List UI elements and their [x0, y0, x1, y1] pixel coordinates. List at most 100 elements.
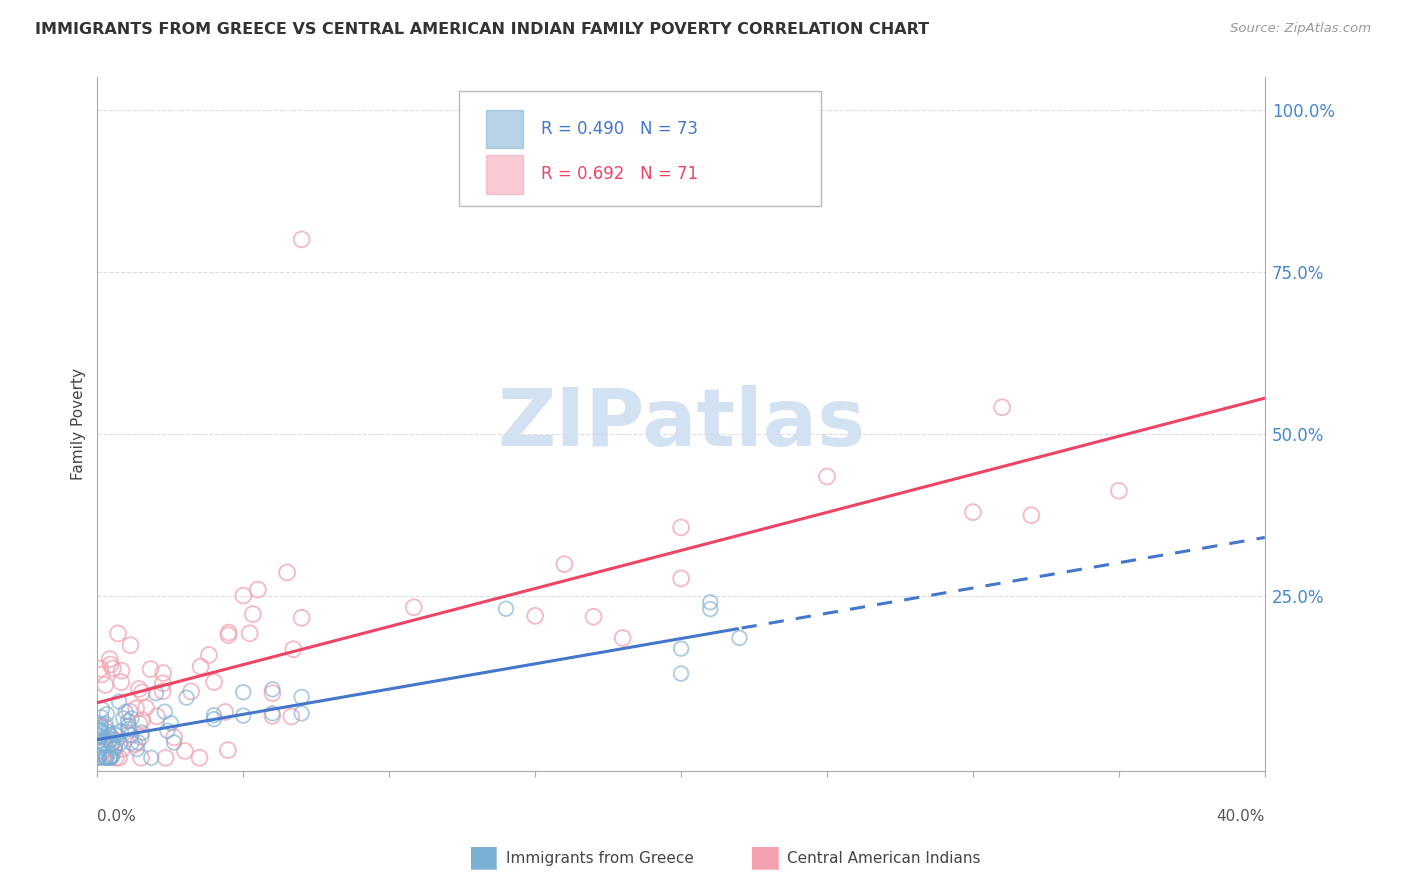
Point: [91, 750, 114, 764]
Point: [127, 735, 149, 749]
Point: [104, 739, 127, 753]
Point: [232, 589, 254, 603]
Point: [198, 648, 221, 662]
Point: [94, 678, 117, 692]
Point: [495, 601, 517, 615]
Text: ZIPatlas: ZIPatlas: [496, 385, 865, 463]
Point: [110, 724, 132, 739]
Point: [94, 717, 117, 731]
Point: [87, 730, 110, 744]
Point: [728, 631, 751, 645]
Point: [87, 750, 110, 764]
Point: [1108, 483, 1130, 498]
Point: [669, 641, 692, 656]
Point: [239, 626, 262, 640]
Point: [121, 711, 143, 725]
Point: [90, 726, 112, 740]
Point: [101, 738, 124, 752]
Point: [280, 709, 302, 723]
Point: [87, 734, 110, 748]
Point: [89, 743, 111, 757]
Point: [120, 736, 142, 750]
Point: [107, 626, 129, 640]
Point: [152, 684, 174, 698]
Point: [101, 737, 124, 751]
Point: [117, 719, 139, 733]
Point: [104, 726, 127, 740]
Point: [188, 750, 211, 764]
Point: [100, 750, 122, 764]
Point: [125, 742, 148, 756]
Point: [815, 469, 838, 483]
Point: [128, 717, 150, 731]
Point: [129, 750, 152, 764]
Point: [111, 742, 134, 756]
Point: [97, 725, 120, 739]
Text: 40.0%: 40.0%: [1216, 809, 1265, 824]
Point: [202, 675, 225, 690]
Point: [103, 741, 125, 756]
Point: [291, 232, 314, 246]
Point: [262, 706, 284, 721]
Point: [90, 702, 112, 716]
Point: [699, 595, 721, 609]
Point: [131, 725, 153, 739]
Point: [90, 667, 112, 681]
Point: [582, 609, 605, 624]
Point: [100, 657, 122, 672]
Point: [118, 705, 141, 719]
Point: [120, 728, 142, 742]
Point: [91, 744, 114, 758]
Point: [669, 666, 692, 681]
Point: [291, 611, 314, 625]
Point: [89, 718, 111, 732]
Point: [118, 722, 141, 736]
Point: [139, 662, 162, 676]
Point: [218, 625, 240, 640]
Point: [120, 638, 142, 652]
Point: [129, 730, 152, 744]
Point: [114, 705, 136, 719]
Text: Immigrants from Greece: Immigrants from Greece: [506, 851, 695, 865]
Point: [98, 728, 121, 742]
Point: [103, 743, 125, 757]
Point: [91, 745, 114, 759]
Point: [232, 708, 254, 723]
Text: Central American Indians: Central American Indians: [787, 851, 981, 865]
Text: 0.0%: 0.0%: [97, 809, 136, 824]
Point: [125, 701, 148, 715]
Point: [128, 681, 150, 696]
Point: [104, 733, 127, 747]
Point: [135, 700, 157, 714]
Point: [145, 686, 167, 700]
Point: [89, 662, 111, 676]
Point: [232, 685, 254, 699]
Point: [101, 732, 124, 747]
Point: [152, 666, 174, 681]
Point: [214, 705, 236, 719]
Point: [89, 720, 111, 734]
Point: [94, 749, 117, 764]
Point: [105, 729, 128, 743]
Point: [96, 750, 118, 764]
Point: [110, 736, 132, 750]
Point: [112, 711, 135, 725]
Point: [90, 718, 112, 732]
Point: [156, 723, 179, 738]
Point: [94, 750, 117, 764]
Point: [262, 682, 284, 697]
Point: [98, 750, 121, 764]
Point: [98, 652, 121, 666]
Point: [110, 664, 132, 678]
Text: Source: ZipAtlas.com: Source: ZipAtlas.com: [1230, 22, 1371, 36]
Point: [101, 748, 124, 763]
Point: [87, 722, 110, 736]
Y-axis label: Family Poverty: Family Poverty: [72, 368, 86, 480]
Point: [163, 731, 186, 745]
Point: [87, 723, 110, 738]
Text: R = 0.692   N = 71: R = 0.692 N = 71: [541, 166, 699, 184]
Point: [159, 716, 181, 731]
Point: [98, 733, 121, 747]
Point: [180, 684, 202, 698]
Point: [108, 750, 131, 764]
